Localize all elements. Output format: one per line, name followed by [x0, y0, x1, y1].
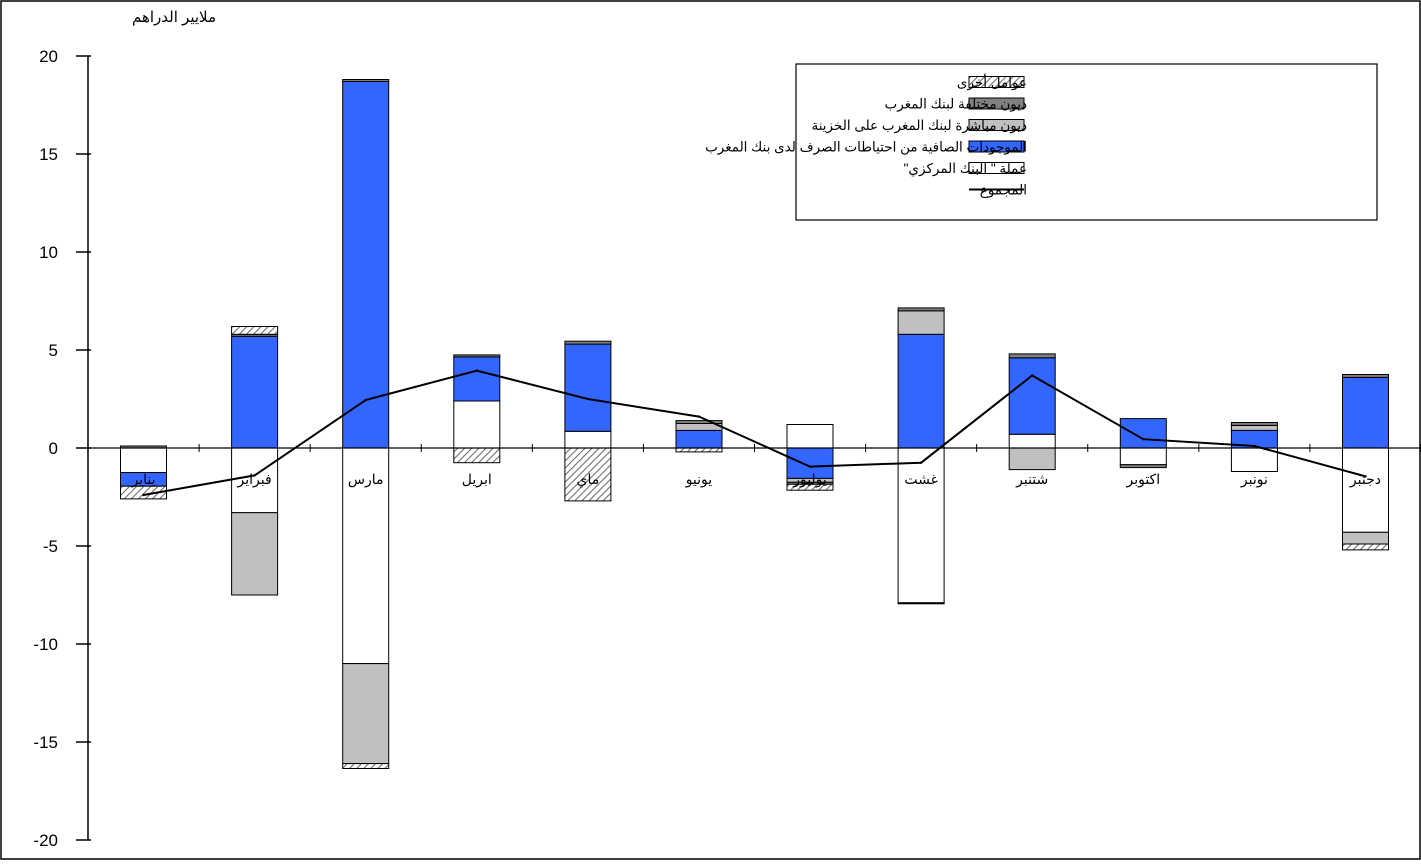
legend-swatch: [968, 162, 1025, 174]
bar-segment-6-series-4: [675, 420, 723, 425]
bar-segment-2-series-3: [231, 512, 279, 596]
y-axis-title: ملايير الدراهم: [132, 9, 216, 26]
bar-segment-2-series-5: [231, 326, 279, 335]
x-tick-label: غشت: [904, 471, 938, 487]
bar-segment-8-series-3: [897, 310, 945, 335]
bar-segment-7-series-1: [786, 424, 834, 449]
total-line-point: [919, 461, 923, 464]
total-line-point: [364, 398, 367, 402]
bar-segment-1-series-1: [120, 447, 167, 473]
bar-segment-4-series-4: [453, 354, 501, 358]
legend-label: عوامل أخرى: [957, 73, 1027, 91]
bar-segment-10-series-4: [1119, 464, 1167, 469]
total-line: [143, 369, 1366, 496]
bar-segment-11-series-4: [1230, 422, 1278, 426]
legend-swatch: [968, 140, 1025, 153]
bar-segment-12-series-1: [1342, 447, 1389, 533]
bar-segment-12-series-2: [1342, 376, 1389, 449]
bar-segment-7-series-5: [786, 483, 834, 491]
bar-segment-2-series-2: [231, 335, 279, 449]
x-tick-label: نونبر: [1240, 471, 1268, 488]
x-tick-labels: يناير فبراير مارس ابريل ماي يونيو يوليوز غشت شتن…: [131, 471, 1381, 488]
bar-segment-11-series-1: [1230, 447, 1278, 472]
total-line-point: [808, 465, 812, 468]
bar-segment-12-series-3: [1342, 531, 1389, 545]
bar-segment-10-series-2: [1119, 418, 1167, 449]
x-tick-label: شتنبر: [1015, 471, 1048, 488]
total-line-point: [1253, 444, 1256, 448]
y-tick-label: -15: [33, 733, 58, 752]
bar-segment-5-series-2: [564, 343, 612, 432]
bar-segment-3-series-3: [342, 663, 390, 765]
bar-segment-1-series-5: [120, 485, 167, 500]
total-line-point: [253, 474, 256, 477]
legend-label: ديون مباشرة لبنك المغرب على الخزينة: [811, 118, 1027, 134]
total-line-point: [1364, 475, 1367, 478]
legend-label: الموجودات الصافية من احتياطات الصرف لدى …: [705, 140, 1027, 156]
y-tick-label: -5: [43, 537, 58, 556]
legend-label: المجموع: [980, 183, 1027, 199]
total-line-point: [586, 397, 590, 401]
x-tick-label: فبراير: [237, 471, 272, 488]
legend-swatch: [968, 76, 1025, 88]
legend: عوامل أخرى ديون مختلفة لبنك المغرب ديون مب…: [705, 63, 1378, 221]
bar-segment-9-series-4: [1008, 353, 1056, 359]
bar-segment-12-series-4: [1342, 374, 1389, 378]
bar-segment-10-series-1: [1119, 447, 1167, 466]
x-tick-label: يوليوز: [792, 471, 827, 488]
total-line-point: [475, 369, 478, 372]
bar-segment-5-series-1: [564, 430, 612, 449]
bar-segment-12-series-5: [1342, 543, 1389, 551]
bar-segment-8-series-1: [897, 447, 945, 604]
total-line-layer: [142, 369, 1367, 497]
bar-segment-8-series-2: [897, 333, 945, 449]
total-line-point: [697, 415, 701, 418]
y-tick-label: 15: [39, 145, 58, 164]
bar-segment-6-series-2: [675, 429, 723, 449]
bar-segment-5-series-5: [564, 447, 612, 502]
legend-label: ديون مختلفة لبنك المغرب: [885, 97, 1027, 113]
bar-segment-5-series-4: [564, 340, 612, 345]
legend-label: عملة " البنك المركزي": [904, 161, 1027, 177]
x-tick-label: يناير: [131, 471, 156, 488]
y-tick-label: -20: [33, 831, 58, 850]
legend-swatch: [968, 97, 1025, 110]
legend-box: [795, 63, 1378, 221]
y-tick-label: 0: [49, 439, 58, 458]
y-tick-label: -10: [33, 635, 58, 654]
x-tick-label: ابريل: [462, 471, 492, 488]
x-tick-label: دجنبر: [1349, 471, 1381, 488]
bar-segment-11-series-3: [1230, 425, 1278, 431]
x-tick-label: مارس: [348, 471, 384, 488]
bar-segment-9-series-1: [1008, 433, 1056, 449]
x-tick-label: ماي: [577, 471, 600, 488]
bar-segment-8-series-4: [897, 307, 945, 312]
total-line-point: [142, 493, 145, 497]
bar-segment-9-series-3: [1008, 447, 1056, 471]
y-tick-label: 5: [49, 341, 58, 360]
x-tick-label: يونيو: [685, 471, 713, 488]
total-line-point: [1142, 438, 1145, 441]
axes-layer: 20 15 10 5 0 -5 -10 -15 -20: [33, 47, 1421, 850]
bar-segment-4-series-2: [453, 356, 501, 402]
y-tick-label: 20: [39, 47, 58, 66]
total-line-point: [1031, 374, 1034, 377]
bar-segment-8-series-5: [897, 602, 945, 605]
bar-segment-3-series-2: [342, 81, 390, 449]
bar-segment-9-series-2: [1008, 357, 1056, 435]
legend-swatch: [968, 119, 1025, 131]
bar-segment-3-series-5: [342, 763, 390, 769]
bar-segment-4-series-1: [453, 400, 501, 449]
x-tick-label: اكتوبر: [1125, 471, 1160, 488]
y-tick-label: 10: [39, 243, 58, 262]
bar-segment-4-series-5: [453, 447, 501, 464]
bar-segment-3-series-4: [342, 79, 390, 82]
